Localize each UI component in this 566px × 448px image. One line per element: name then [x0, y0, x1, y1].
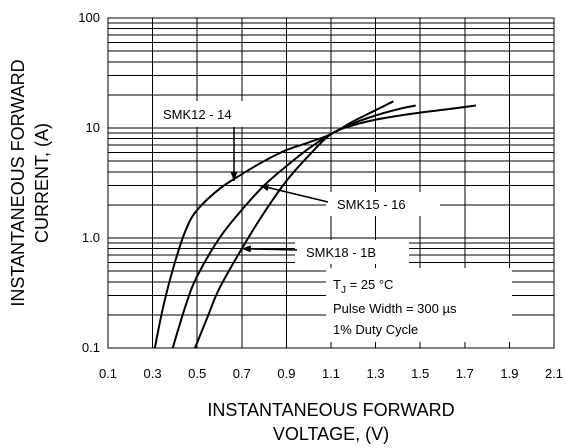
series-label-leader [259, 184, 329, 203]
curves [153, 100, 477, 349]
series-curve-3 [194, 104, 477, 349]
y-axis-title-line1: INSTANTANEOUS FORWARD [8, 59, 28, 306]
series-curve-1 [153, 100, 394, 349]
series-label-text: SMK15 - 16 [337, 197, 406, 212]
pulse-width-annotation: Pulse Width = 300 µs [333, 301, 457, 316]
y-tick-label: 100 [78, 10, 100, 25]
x-tick-label: 0.9 [277, 366, 295, 381]
x-tick-label: 0.3 [144, 366, 162, 381]
y-tick-label: 0.1 [82, 340, 100, 355]
conditions-annotation: TJ = 25 °C Pulse Width = 300 µs 1% Duty … [326, 268, 512, 342]
x-tick-label: 1.5 [411, 366, 429, 381]
x-tick-label: 0.7 [233, 366, 251, 381]
series-label-text: SMK12 - 14 [163, 107, 232, 122]
arrowhead-icon [230, 171, 238, 181]
series-label-box [326, 192, 440, 216]
plot-frame [107, 17, 555, 349]
series-label-box [155, 101, 273, 127]
x-tick-label: 0.1 [99, 366, 117, 381]
duty-cycle-annotation: 1% Duty Cycle [333, 322, 418, 337]
y-tick-labels: 0.1 1.0 10 100 [78, 10, 100, 355]
x-tick-label: 1.1 [322, 366, 340, 381]
x-tick-label: 1.3 [367, 366, 385, 381]
series-label-2: SMK15 - 16 [259, 184, 440, 216]
series-label-1: SMK12 - 14 [155, 101, 273, 181]
series-label-3: SMK18 - 1B [241, 240, 409, 264]
x-tick-label: 1.9 [500, 366, 518, 381]
arrowhead-icon [241, 245, 251, 253]
y-axis-title: INSTANTANEOUS FORWARD CURRENT, (A) [8, 59, 52, 306]
y-tick-label: 1.0 [82, 230, 100, 245]
series-curve-2 [171, 104, 416, 349]
y-tick-label: 10 [86, 120, 100, 135]
y-axis-title-line2: CURRENT, (A) [32, 123, 52, 243]
series-label-leader [241, 247, 298, 251]
x-axis-title: INSTANTANEOUS FORWARD VOLTAGE, (V) [207, 400, 454, 444]
x-tick-label: 0.5 [188, 366, 206, 381]
x-tick-labels: 0.1 0.3 0.5 0.7 0.9 1.1 1.3 1.5 1.7 1.9 2.1 [99, 366, 563, 381]
x-tick-label: 1.7 [456, 366, 474, 381]
x-axis-title-line2: VOLTAGE, (V) [273, 424, 389, 444]
x-axis-title-line1: INSTANTANEOUS FORWARD [207, 400, 454, 420]
series-label-box [295, 240, 409, 264]
x-tick-label: 2.1 [545, 366, 563, 381]
series-labels: SMK12 - 14 SMK15 - 16 SMK18 - 1B [155, 101, 440, 264]
tj-annotation: TJ = 25 °C [333, 277, 393, 296]
arrowhead-icon [259, 184, 270, 192]
conditions-box [326, 268, 512, 342]
series-label-text: SMK18 - 1B [306, 245, 376, 260]
